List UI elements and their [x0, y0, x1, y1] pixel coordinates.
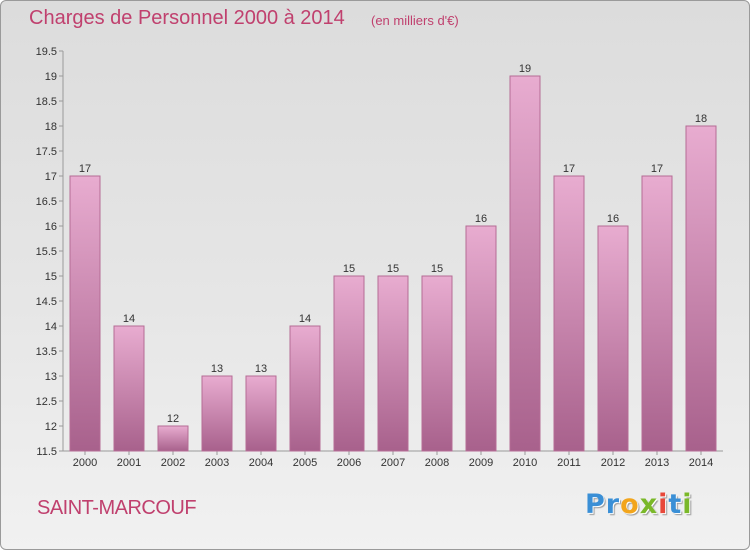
- data-label: 17: [563, 163, 575, 175]
- proxiti-logo: Proxiti: [585, 489, 693, 520]
- y-tick-label: 13.5: [36, 346, 57, 358]
- y-tick-label: 15.5: [36, 246, 57, 258]
- x-tick-label: 2004: [249, 457, 273, 469]
- bar-2002: [157, 425, 189, 452]
- logo-letter: r: [605, 489, 621, 520]
- y-tick-label: 17: [45, 171, 57, 183]
- data-label: 17: [79, 163, 91, 175]
- y-tick-label: 16: [45, 221, 57, 233]
- x-tick-label: 2007: [381, 457, 405, 469]
- data-label: 13: [211, 363, 223, 375]
- x-tick-label: 2002: [161, 457, 185, 469]
- x-tick-label: 2012: [601, 457, 625, 469]
- y-tick-label: 13: [45, 371, 57, 383]
- logo-letter: i: [682, 489, 693, 520]
- data-label: 15: [343, 263, 355, 275]
- bar-2014: [685, 125, 717, 452]
- y-tick-label: 19: [45, 71, 57, 83]
- y-tick-label: 12.5: [36, 396, 57, 408]
- x-tick-label: 2013: [645, 457, 669, 469]
- data-label: 17: [651, 163, 663, 175]
- x-tick-label: 2011: [557, 457, 581, 469]
- data-label: 19: [519, 63, 531, 75]
- y-tick-label: 16.5: [36, 196, 57, 208]
- x-tick-label: 2014: [689, 457, 713, 469]
- x-tick-label: 2008: [425, 457, 449, 469]
- chart-title: Charges de Personnel 2000 à 2014: [29, 7, 345, 29]
- data-label: 18: [695, 113, 707, 125]
- y-tick-label: 14: [45, 321, 57, 333]
- data-label: 12: [167, 413, 179, 425]
- logo-letter: t: [668, 489, 683, 520]
- y-tick-label: 18.5: [36, 96, 57, 108]
- y-tick-label: 14.5: [36, 296, 57, 308]
- bar-2001: [113, 325, 145, 452]
- bar-2010: [509, 75, 541, 452]
- commune-name: SAINT-MARCOUF: [37, 497, 197, 519]
- bar-2008: [421, 275, 453, 452]
- data-label: 16: [607, 213, 619, 225]
- data-label: 16: [475, 213, 487, 225]
- bar-2007: [377, 275, 409, 452]
- x-tick-label: 2009: [469, 457, 493, 469]
- bar-2013: [641, 175, 673, 452]
- bar-2006: [333, 275, 365, 452]
- logo-letter: P: [585, 489, 606, 520]
- logo-letter: o: [620, 489, 640, 520]
- data-label: 14: [299, 313, 311, 325]
- y-tick-label: 19.5: [36, 46, 57, 58]
- y-tick-label: 17.5: [36, 146, 57, 158]
- y-tick-label: 15: [45, 271, 57, 283]
- data-label: 14: [123, 313, 135, 325]
- logo-letter: i: [658, 489, 669, 520]
- data-label: 15: [431, 263, 443, 275]
- x-tick-label: 2005: [293, 457, 317, 469]
- x-tick-label: 2010: [513, 457, 537, 469]
- bar-2012: [597, 225, 629, 452]
- x-tick-label: 2006: [337, 457, 361, 469]
- bar-2009: [465, 225, 497, 452]
- chart-subtitle: (en milliers d'€): [371, 13, 459, 28]
- y-tick-label: 12: [45, 421, 57, 433]
- logo-letter: x: [639, 489, 659, 520]
- bar-2005: [289, 325, 321, 452]
- x-tick-label: 2001: [117, 457, 141, 469]
- y-tick-label: 11.5: [36, 446, 57, 458]
- bar-2003: [201, 375, 233, 452]
- bar-2011: [553, 175, 585, 452]
- bar-2000: [69, 175, 101, 452]
- y-tick-label: 18: [45, 121, 57, 133]
- bar-2004: [245, 375, 277, 452]
- x-tick-label: 2000: [73, 457, 97, 469]
- data-label: 15: [387, 263, 399, 275]
- data-label: 13: [255, 363, 267, 375]
- x-tick-label: 2003: [205, 457, 229, 469]
